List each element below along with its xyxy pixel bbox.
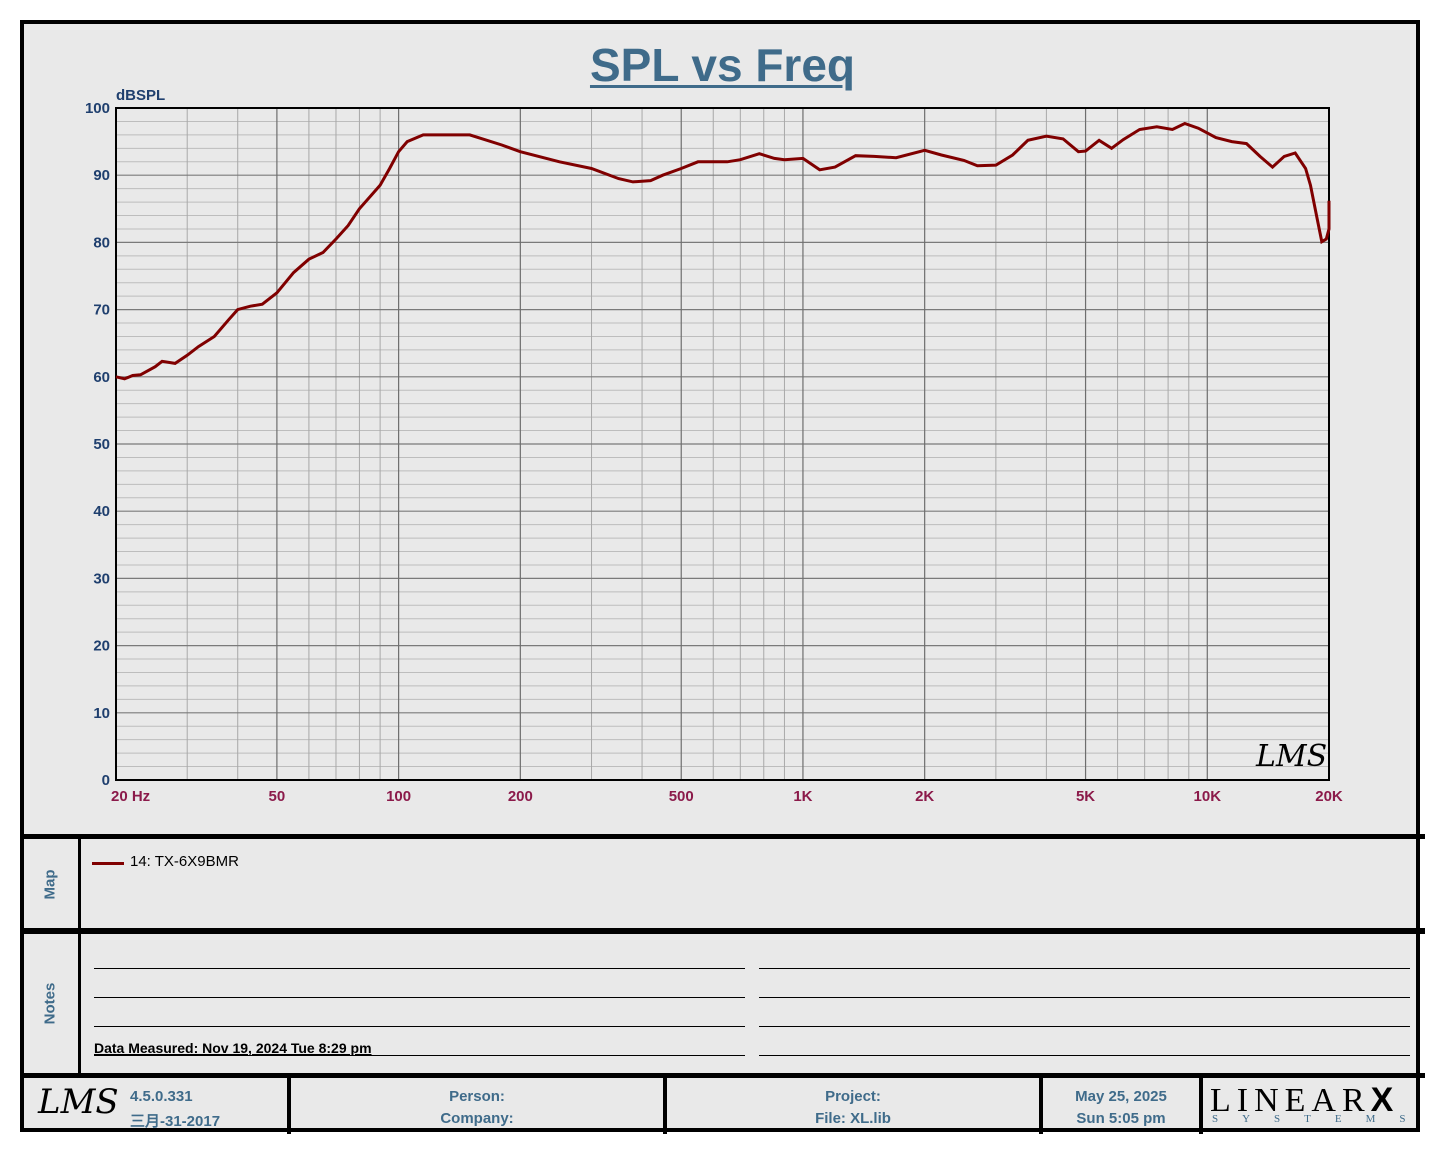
note-line [759,968,1410,969]
x-tick-label: 50 [269,788,286,805]
linearx-logo: LINEARX [1210,1081,1393,1120]
x-tick-label: 2K [915,788,934,805]
y-tick-label: 100 [85,100,110,117]
lms-watermark: LMS [1255,739,1327,774]
divider-map [20,834,1425,839]
footer-divider [1039,1078,1043,1134]
report-frame [20,20,1420,1132]
x-tick-label: 20 Hz [111,788,150,805]
lms-logo: LMS [38,1082,119,1122]
note-line [759,997,1410,998]
note-line [94,997,745,998]
x-tick-label: 10K [1194,788,1222,805]
y-tick-label: 10 [93,705,110,722]
y-axis-label: dBSPL [116,87,165,104]
measured-date: Data Measured: Nov 19, 2024 Tue 8:29 pm [94,1040,372,1056]
y-tick-label: 60 [93,369,110,386]
legend-swatch [92,862,124,865]
y-tick-label: 80 [93,234,110,251]
footer-divider [663,1078,667,1134]
note-line [94,1055,745,1056]
x-tick-label: 100 [386,788,411,805]
divider-footer [20,1073,1425,1078]
software-version: 4.5.0.331 [130,1088,193,1105]
plot-area-border [115,107,1330,781]
report-date: May 25, 2025 [1075,1088,1167,1105]
report-time: Sun 5:05 pm [1076,1110,1166,1127]
x-tick-label: 1K [793,788,812,805]
y-tick-label: 0 [102,772,110,789]
linearx-logo-x: X [1370,1081,1394,1119]
x-tick-label: 500 [669,788,694,805]
y-tick-label: 70 [93,302,110,319]
file-field: File: XL.lib [815,1110,891,1127]
x-tick-label: 200 [508,788,533,805]
y-tick-label: 20 [93,638,110,655]
note-line [94,1026,745,1027]
note-line [759,1026,1410,1027]
map-section-label: Map [41,869,59,900]
page-title: SPL vs Freq [589,39,856,91]
y-tick-label: 50 [93,436,110,453]
footer-divider [287,1078,291,1134]
spl-chart: 0 10 20 30 40 50 60 70 80 90 100 20 Hz 50 100 200 500 1… [85,87,1343,805]
note-line [94,968,745,969]
linearx-logo-text: LINEAR [1210,1082,1371,1119]
y-tick-label: 90 [93,167,110,184]
build-date: 三月-31-2017 [130,1113,221,1130]
project-field: Project: [825,1088,881,1105]
divider-notes [20,928,1425,934]
note-line [759,1055,1410,1056]
legend-entry: 14: TX-6X9BMR [130,853,239,870]
company-field: Company: [440,1110,514,1127]
footer-divider [1199,1078,1203,1134]
x-tick-label: 5K [1076,788,1095,805]
person-field: Person: [449,1088,505,1105]
label-column-divider [78,839,81,1073]
systems-wordmark: SYSTEMS [1212,1113,1430,1125]
series-line-tx-6x9bmr [115,121,1331,381]
y-tick-label: 40 [93,503,110,520]
y-tick-label: 30 [93,570,110,587]
notes-section-label: Notes [41,982,59,1025]
x-tick-label: 20K [1315,788,1343,805]
